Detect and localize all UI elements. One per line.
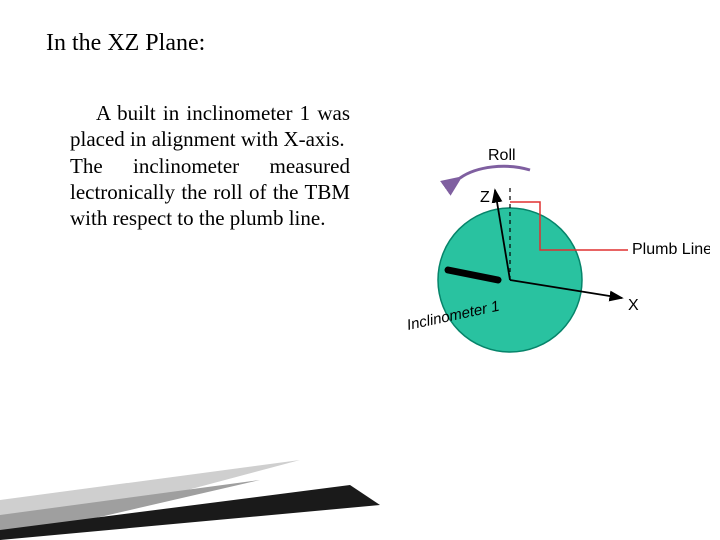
- z-axis-label: Z: [480, 189, 490, 206]
- x-axis-label: X: [628, 297, 639, 314]
- body-p2: The inclinometer measured lectronically …: [70, 154, 350, 231]
- body-p1: A built in inclinometer 1 was placed in …: [70, 101, 350, 151]
- plumb-line-label: Plumb Line: [632, 241, 710, 258]
- page-heading: In the XZ Plane:: [46, 30, 205, 57]
- decor-black: [0, 485, 380, 540]
- decor-gray-dark: [0, 480, 260, 540]
- decor-gray-light: [0, 460, 300, 540]
- roll-arc: [460, 166, 530, 178]
- xz-plane-diagram: Roll Z X Inclinometer 1 Plumb Line: [380, 130, 710, 390]
- roll-label: Roll: [488, 147, 516, 164]
- slide-corner-decor: [0, 430, 720, 540]
- body-paragraphs: A built in inclinometer 1 was placed in …: [70, 100, 350, 231]
